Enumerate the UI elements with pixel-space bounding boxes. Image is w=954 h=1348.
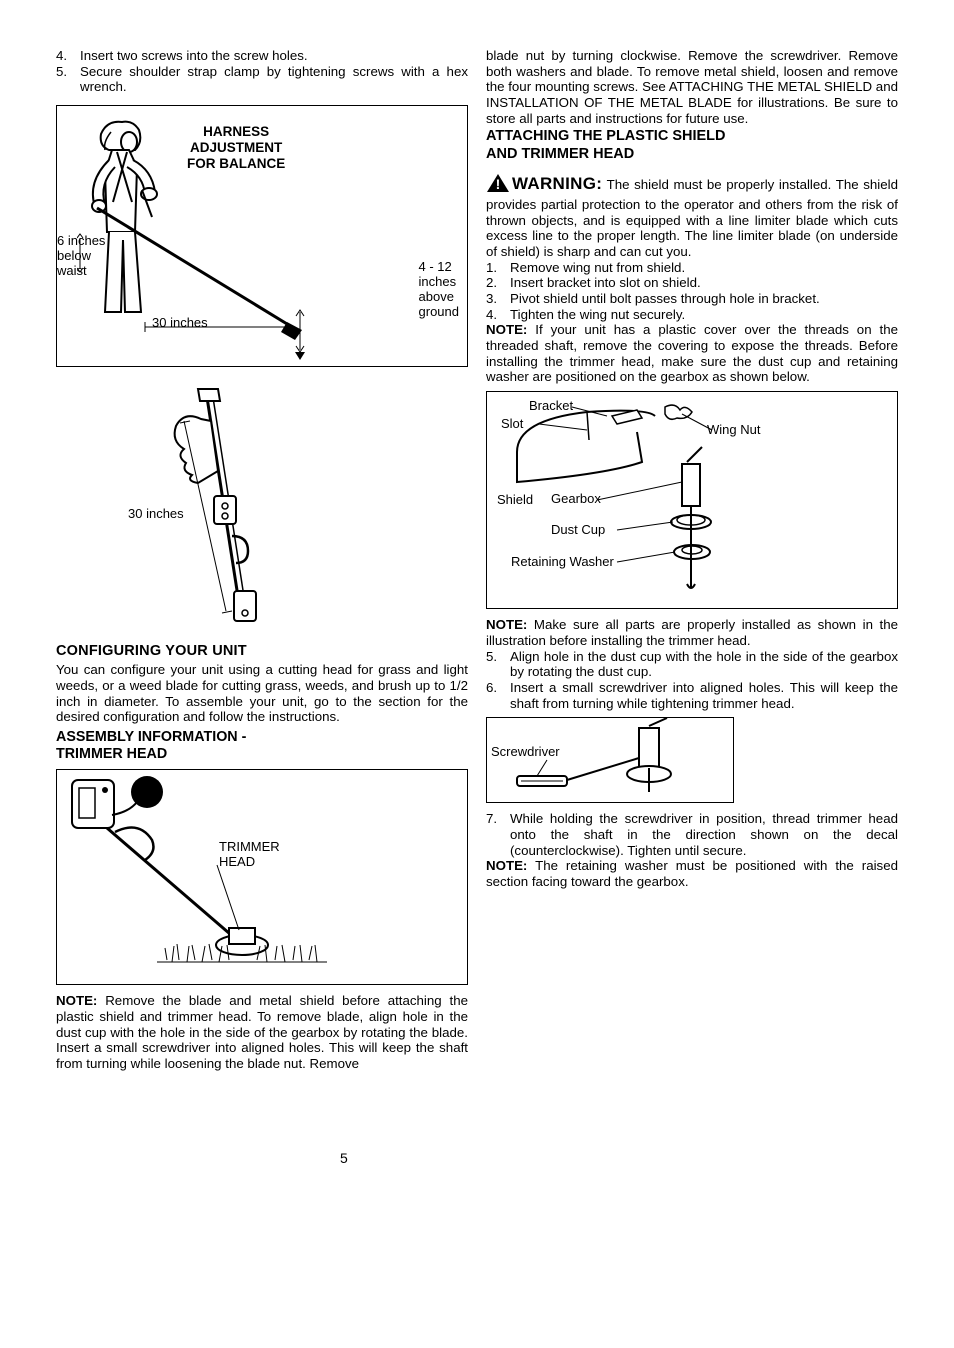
note-trimmer: NOTE: Remove the blade and metal shield … [56, 993, 468, 1071]
page-number: 5 [340, 1150, 348, 1166]
heading-attach: ATTACHING THE PLASTIC SHIELD AND TRIMMER… [486, 128, 898, 163]
step-num: 4. [56, 48, 80, 64]
note-label: NOTE: [56, 993, 97, 1008]
label-shield: Shield [497, 492, 533, 507]
label-trimmer: TRIMMER HEAD [219, 840, 280, 870]
step-num: 5. [56, 64, 80, 95]
steps-b: 5.Align hole in the dust cup with the ho… [486, 649, 898, 712]
step-text: Secure shoulder strap clamp by tightenin… [80, 64, 468, 95]
steps-c: 7.While holding the screwdriver in posit… [486, 811, 898, 858]
note2: NOTE: Make sure all parts are properly i… [486, 617, 898, 648]
label-30in: 30 inches [152, 316, 208, 331]
person-diagram-svg [77, 112, 377, 360]
harness-figure: HARNESS ADJUSTMENT FOR BALANCE [56, 105, 468, 367]
right-column: blade nut by turning clockwise. Remove t… [486, 48, 898, 1072]
label-retaining: Retaining Washer [511, 554, 614, 569]
svg-text:!: ! [496, 176, 501, 192]
left-column: 4.Insert two screws into the screw holes… [56, 48, 468, 1072]
warning-icon: ! [486, 173, 510, 197]
heading-config: CONFIGURING YOUR UNIT [56, 643, 468, 660]
label-bracket: Bracket [529, 398, 573, 413]
trimmer-svg [57, 770, 337, 982]
note1: NOTE: If your unit has a plastic cover o… [486, 322, 898, 385]
label-screwdriver: Screwdriver [491, 744, 560, 759]
note3: NOTE: The retaining washer must be posit… [486, 858, 898, 889]
label-wingnut: Wing Nut [707, 422, 760, 437]
warning-word: WARNING: [512, 174, 602, 193]
steps-a: 1.Remove wing nut from shield. 2.Insert … [486, 260, 898, 323]
para-top: blade nut by turning clockwise. Remove t… [486, 48, 898, 126]
label-gearbox: Gearbox [551, 491, 601, 506]
hand-shaft-svg [56, 381, 336, 631]
hand-shaft-figure: 30 inches [56, 381, 468, 631]
label-slot: Slot [501, 416, 523, 431]
screwdriver-figure: Screwdriver [486, 717, 734, 803]
heading-assembly: ASSEMBLY INFORMATION - TRIMMER HEAD [56, 729, 468, 763]
para-config: You can configure your unit using a cutt… [56, 662, 468, 725]
parts-figure: Bracket Slot Wing Nut Shield Gearbox Dus… [486, 391, 898, 609]
trimmer-figure: TRIMMER HEAD [56, 769, 468, 985]
label-6in: 6 inches below waist [57, 234, 105, 279]
label-30in-2: 30 inches [128, 507, 184, 522]
label-dustcup: Dust Cup [551, 522, 605, 537]
note-body: Remove the blade and metal shield before… [56, 993, 468, 1071]
label-412: 4 - 12 inches above ground [419, 260, 459, 320]
steps-top: 4.Insert two screws into the screw holes… [56, 48, 468, 95]
step-text: Insert two screws into the screw holes. [80, 48, 468, 64]
warning-block: ! WARNING: The shield must be properly i… [486, 173, 898, 259]
